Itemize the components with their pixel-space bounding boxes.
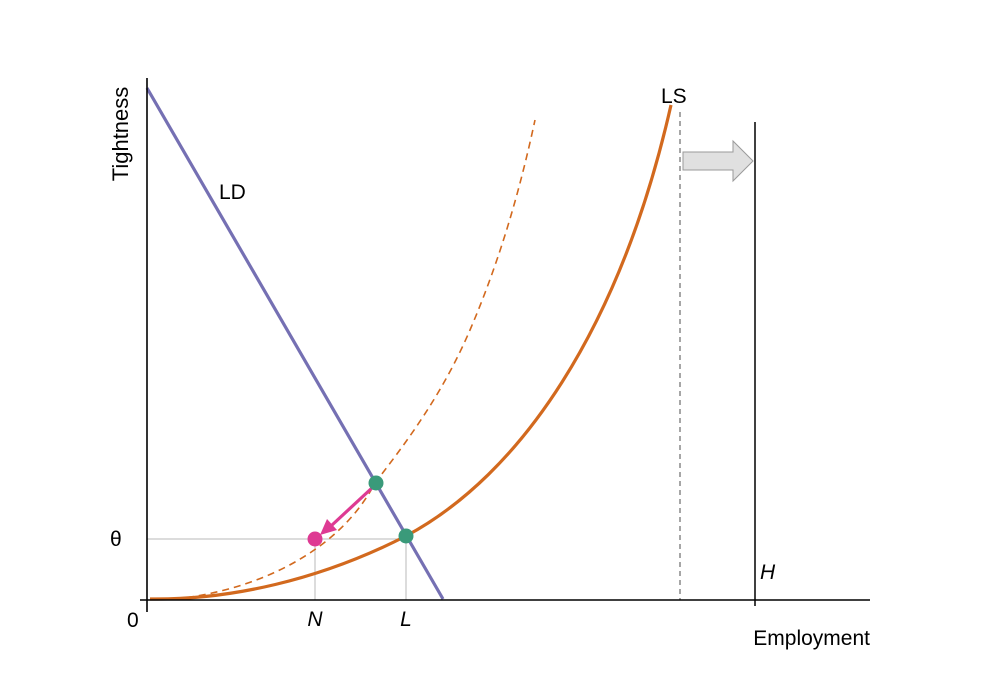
theta-label: θ <box>110 528 122 551</box>
labor-supply-label: LS <box>661 85 687 108</box>
labor-force-label: H <box>760 561 776 584</box>
equilibrium-point <box>398 528 414 544</box>
origin-label: 0 <box>127 609 139 632</box>
labor-supply-curve <box>149 104 673 601</box>
l-label: L <box>400 608 412 631</box>
labor-demand-line <box>145 87 445 600</box>
labor-demand-label: LD <box>219 181 246 204</box>
shifted-equilibrium-point <box>368 475 384 491</box>
shift-path-arrow-head <box>320 519 337 535</box>
shift-path-arrow-shaft <box>329 485 375 528</box>
shift-arrow <box>682 139 754 183</box>
x-axis-label: Employment <box>753 627 870 650</box>
labor-supply-dashed-curve <box>174 119 536 600</box>
new-equilibrium-point <box>307 531 323 547</box>
y-axis-label: Tightness <box>108 87 133 182</box>
n-label: N <box>307 608 323 631</box>
